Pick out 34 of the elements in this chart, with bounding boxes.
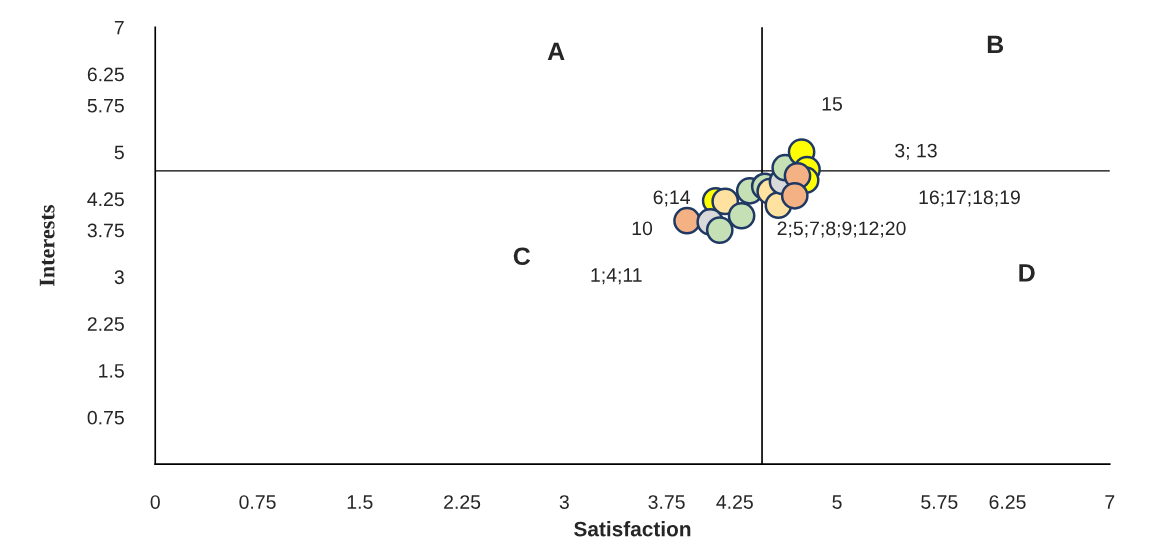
x-tick-label: 0 xyxy=(150,495,160,509)
y-tick-label: 6.25 xyxy=(87,67,124,82)
x-axis-title: Satisfaction xyxy=(574,521,691,537)
x-tick-label: 0.75 xyxy=(239,495,276,509)
annotation: 10 xyxy=(632,221,653,236)
annotation: D xyxy=(1019,264,1035,282)
x-tick-label: 4.25 xyxy=(716,495,753,509)
y-tick-label: 5 xyxy=(114,145,124,160)
x-tick-label: 5 xyxy=(832,495,842,509)
annotation: 16;17;18;19 xyxy=(919,190,1020,207)
y-tick-label: 3 xyxy=(114,270,124,285)
y-tick-label: 1.5 xyxy=(99,364,124,378)
annotation: A xyxy=(547,42,565,60)
annotation: 2;5;7;8;9;12;20 xyxy=(777,221,906,238)
y-tick-label: 7 xyxy=(114,20,124,35)
annotation: 15 xyxy=(822,97,842,111)
x-tick-label: 3 xyxy=(559,495,569,509)
x-tick-label: 6.25 xyxy=(989,495,1026,509)
y-axis-title: Interests xyxy=(39,205,55,287)
annotation: B xyxy=(987,35,1004,53)
y-tick-label: 3.75 xyxy=(87,223,124,238)
x-tick-label: 2.25 xyxy=(444,495,481,509)
x-tick-label: 3.75 xyxy=(648,495,685,509)
annotation: 6;14 xyxy=(653,190,690,207)
x-tick-label: 1.5 xyxy=(347,495,373,509)
annotation: 3; 13 xyxy=(895,143,937,160)
y-tick-label: 5.75 xyxy=(87,98,124,113)
y-tick-label: 0.75 xyxy=(87,410,124,425)
y-tick-label: 4.25 xyxy=(87,192,124,207)
annotation: C xyxy=(513,247,531,266)
annotation: 1;4;11 xyxy=(591,268,642,285)
y-tick-label: 2.25 xyxy=(87,317,124,331)
x-tick-label: 7 xyxy=(1105,495,1115,509)
x-tick-label: 5.75 xyxy=(921,495,958,509)
